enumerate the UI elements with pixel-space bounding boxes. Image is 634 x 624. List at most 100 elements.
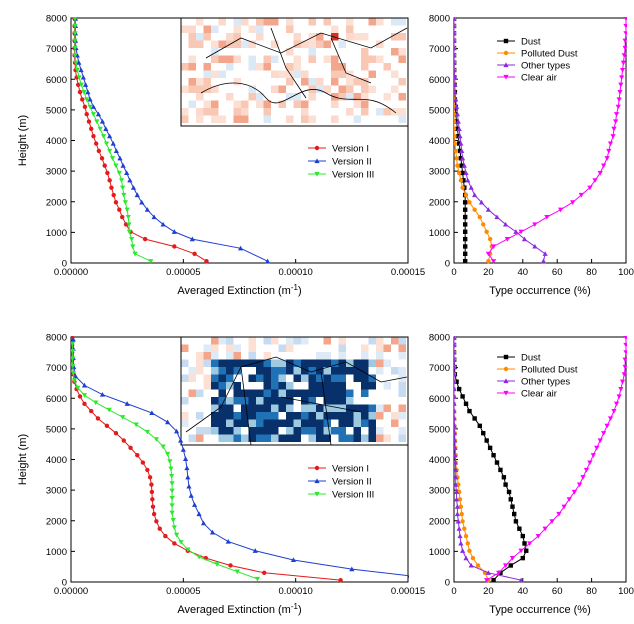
inset-map-pixel [308,78,316,86]
data-point [252,548,258,553]
legend-marker [503,366,509,372]
data-point [462,207,468,212]
series-line [454,337,489,581]
data-point [620,60,627,66]
legend-marker [314,465,320,471]
inset-map-pixel [278,70,286,78]
inset-map-pixel [263,374,271,382]
inset-map-pixel [323,374,331,382]
data-point [72,45,78,51]
inset-map-pixel [188,100,196,108]
inset-map-pixel [188,85,196,93]
data-point [542,251,548,256]
data-point [481,222,486,227]
inset-map-pixel [263,434,271,442]
inset-map-pixel [308,427,316,435]
inset-map-pixel [203,382,211,390]
data-point [459,163,464,168]
inset-map-pixel [233,404,241,412]
inset-map-pixel [203,344,211,352]
inset-map-pixel [188,55,196,63]
data-point [558,207,564,213]
inset-map-pixel [211,115,219,123]
data-point [124,207,130,213]
y-tick-label: 5000 [46,424,67,435]
legend-label: Polluted Dust [521,365,578,376]
inset-map-pixel [271,382,279,390]
inset-map-pixel [331,70,339,78]
inset-map-pixel [278,100,286,108]
data-point [170,518,176,523]
inset-map-pixel [271,40,279,48]
inset-map-pixel [286,382,294,390]
inset-map-pixel [181,412,189,420]
inset-map-pixel [293,367,301,375]
data-point [613,112,620,117]
data-point [84,111,89,117]
data-point [472,416,477,421]
inset-map-pixel [286,337,294,345]
data-point [191,502,198,507]
data-point [78,82,84,88]
legend: Version I Version II Version III [308,464,374,501]
inset-map-pixel [248,85,256,93]
data-point [460,519,465,524]
inset-map-pixel [361,78,369,86]
data-point [561,504,567,510]
inset-map-pixel [226,93,234,101]
inset-map-pixel [278,397,286,405]
inset-map-pixel [241,427,249,435]
data-point [454,408,457,414]
data-point [113,430,119,436]
inset-map-pixel [323,367,331,375]
inset-map-pixel [323,427,331,435]
data-point [594,445,600,451]
inset-map-pixel [323,382,331,390]
inset-map-pixel [353,367,361,375]
inset-map-pixel [338,427,346,435]
data-point [81,382,88,388]
inset-map-pixel [376,344,384,352]
data-point [618,82,624,88]
data-point [113,163,119,169]
data-point [587,185,593,191]
y-tick-label: 7000 [46,363,67,374]
inset-map-pixel [293,397,301,405]
inset-map-pixel [181,344,189,352]
data-point [478,199,485,205]
data-point [463,401,469,406]
inset-map-pixel [301,419,309,427]
x-axis-label: Averaged Extinction (m-1) [177,602,301,616]
inset-map-pixel [293,33,301,41]
data-point [150,497,155,502]
inset-map-pixel [226,352,234,360]
data-point [169,496,175,501]
data-point [454,74,458,80]
x-axis-label-superscript: -1 [291,283,299,292]
data-point [120,185,126,191]
data-point [485,207,491,212]
y-tick-label: 7000 [46,44,67,55]
inset-map-pixel [211,40,219,48]
x-tick-label: 0.00005 [166,267,200,278]
data-point [566,497,572,502]
data-point [613,401,620,407]
inset-map-pixel [203,78,211,86]
inset-map-pixel [398,93,406,101]
inset-map-pixel [263,427,271,435]
data-point [611,126,617,132]
y-tick-label: 1000 [429,228,450,239]
inset-map-pixel [353,374,361,382]
inset-map-pixel [196,434,204,442]
inset-map-pixel [226,63,234,71]
data-point [130,244,136,250]
data-point [521,236,528,242]
inset-map-pixel [286,404,294,412]
data-point [454,148,458,154]
data-point [147,475,153,480]
inset-map-pixel [233,359,241,367]
inset-map-pixel [271,412,279,420]
data-point [462,222,468,227]
data-point [169,503,175,509]
inset-map-pixel [211,70,219,78]
